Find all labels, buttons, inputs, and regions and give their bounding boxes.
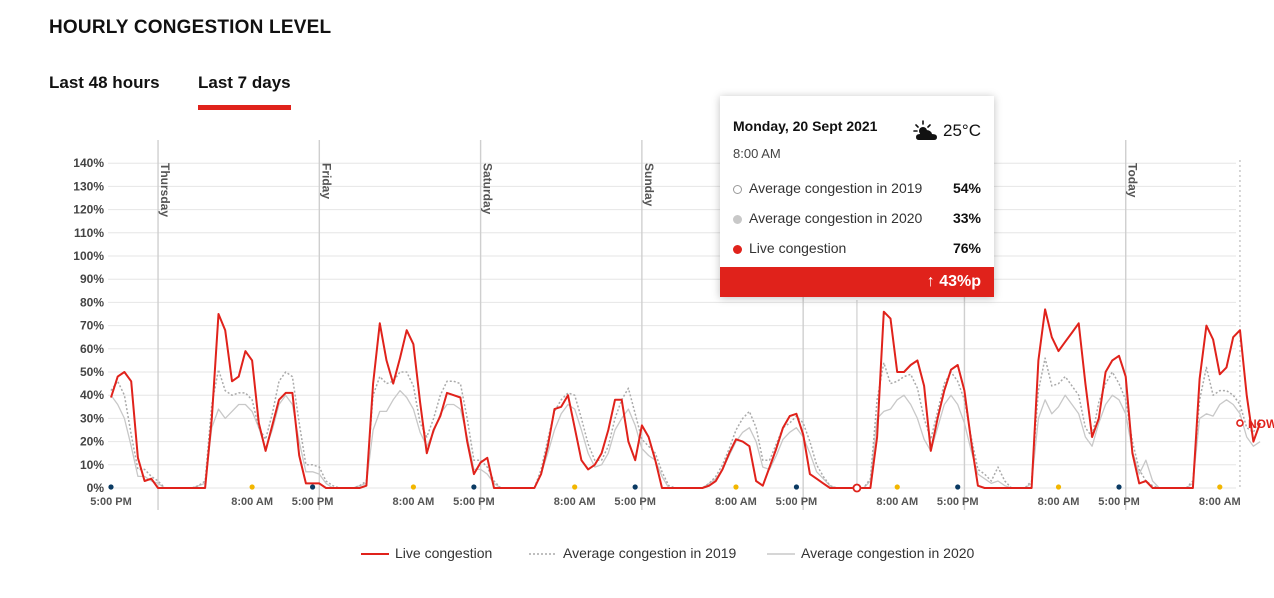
- x-tick-label: 5:00 PM: [614, 496, 656, 508]
- y-tick-label: 10%: [80, 458, 104, 472]
- legend-swatch-live: [361, 553, 389, 556]
- legend-dot-2019: [733, 185, 742, 194]
- y-tick-label: 130%: [73, 179, 104, 193]
- tooltip-row-2019: Average congestion in 2019 54%: [733, 180, 981, 196]
- tab-label: Last 48 hours: [49, 73, 160, 92]
- x-tick-label: 5:00 PM: [292, 496, 334, 508]
- legend-dot-live: [733, 245, 742, 254]
- legend-dot-2020: [733, 215, 742, 224]
- night-marker: [310, 484, 316, 490]
- day-label: Saturday: [481, 163, 495, 215]
- sun-marker: [1055, 484, 1062, 490]
- tooltip-weather: 25°C: [913, 120, 981, 142]
- x-tick-label: 5:00 PM: [1098, 496, 1140, 508]
- day-label: Sunday: [642, 163, 656, 207]
- night-marker: [793, 484, 800, 490]
- legend-label: Average congestion in 2019: [563, 545, 737, 561]
- sun-marker: [410, 484, 416, 490]
- x-tick-label: 5:00 PM: [776, 496, 818, 508]
- tooltip-time: 8:00 AM: [733, 146, 781, 161]
- night-marker: [471, 484, 477, 490]
- y-tick-label: 60%: [80, 342, 104, 356]
- night-marker: [108, 484, 114, 490]
- y-tick-label: 140%: [73, 156, 104, 170]
- x-tick-label: 5:00 PM: [937, 496, 979, 508]
- x-tick-label: 8:00 AM: [554, 496, 596, 508]
- y-tick-label: 30%: [80, 411, 104, 425]
- tooltip-change-banner: ↑ 43%p: [720, 267, 994, 297]
- y-tick-label: 90%: [80, 272, 104, 286]
- hover-tooltip: Monday, 20 Sept 2021 8:00 AM 25°C Averag…: [720, 96, 994, 297]
- sun-marker: [249, 484, 255, 490]
- x-tick-label: 5:00 PM: [453, 496, 495, 508]
- tooltip-row-value: 54%: [952, 180, 981, 196]
- tooltip-row-label: Live congestion: [749, 240, 847, 256]
- legend-swatch-2020: [767, 553, 795, 556]
- x-tick-label: 8:00 AM: [393, 496, 435, 508]
- series-line-avg-2019: [110, 357, 1261, 489]
- tooltip-row-2020: Average congestion in 2020 33%: [733, 210, 981, 226]
- y-tick-label: 50%: [80, 365, 104, 379]
- y-tick-label: 100%: [73, 249, 104, 263]
- x-tick-label: 5:00 PM: [90, 496, 132, 508]
- day-label: Thursday: [158, 163, 172, 217]
- x-tick-label: 8:00 AM: [1038, 496, 1080, 508]
- sun-marker: [1217, 484, 1223, 490]
- night-marker: [1116, 484, 1122, 490]
- x-tick-label: 8:00 AM: [1199, 496, 1241, 508]
- tooltip-row-label: Average congestion in 2020: [749, 210, 923, 226]
- legend-label: Live congestion: [395, 545, 493, 561]
- active-tab-underline: [198, 105, 291, 110]
- y-tick-label: 80%: [80, 295, 104, 309]
- tooltip-row-value: 76%: [952, 240, 981, 256]
- tab-label: Last 7 days: [198, 73, 291, 92]
- y-tick-label: 120%: [73, 203, 104, 217]
- page-title: HOURLY CONGESTION LEVEL: [49, 17, 332, 38]
- legend-item-2019[interactable]: Average congestion in 2019: [529, 545, 736, 561]
- night-marker: [632, 484, 638, 490]
- now-point: [1236, 419, 1244, 427]
- now-label: NOW: [1248, 417, 1274, 431]
- tooltip-row-value: 33%: [952, 210, 981, 226]
- night-marker: [955, 484, 961, 490]
- x-tick-label: 8:00 AM: [231, 496, 273, 508]
- series-line-live: [110, 308, 1262, 489]
- tooltip-temperature: 25°C: [943, 121, 981, 140]
- sun-marker: [894, 484, 900, 490]
- legend-swatch-2019: [529, 553, 557, 556]
- legend-label: Average congestion in 2020: [801, 545, 975, 561]
- y-tick-label: 110%: [74, 226, 104, 240]
- day-label: Friday: [319, 163, 333, 199]
- x-tick-label: 8:00 AM: [715, 496, 757, 508]
- tab-last-48-hours[interactable]: Last 48 hours: [49, 73, 160, 93]
- tooltip-row-label: Average congestion in 2019: [749, 180, 923, 196]
- y-tick-label: 40%: [80, 388, 104, 402]
- y-tick-label: 20%: [80, 435, 104, 449]
- y-tick-label: 0%: [87, 481, 105, 495]
- hover-point-live: [852, 483, 862, 493]
- y-tick-label: 70%: [80, 319, 104, 333]
- tab-last-7-days[interactable]: Last 7 days: [198, 73, 291, 110]
- tooltip-row-live: Live congestion 76%: [733, 240, 981, 256]
- day-label: Today: [1126, 163, 1140, 198]
- sun-marker: [572, 484, 578, 490]
- tooltip-date: Monday, 20 Sept 2021: [733, 118, 878, 134]
- x-tick-label: 8:00 AM: [876, 496, 918, 508]
- legend-item-2020[interactable]: Average congestion in 2020: [767, 545, 974, 561]
- sun-marker: [733, 484, 739, 490]
- partly-cloudy-sun-icon: [913, 120, 938, 140]
- gridlines: [108, 162, 1236, 489]
- legend-item-live[interactable]: Live congestion: [361, 545, 492, 561]
